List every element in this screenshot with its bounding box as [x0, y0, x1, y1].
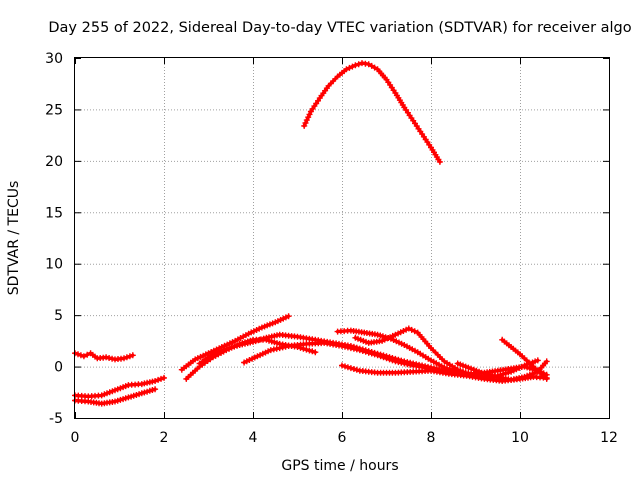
x-tick-label: 10: [511, 430, 529, 446]
series-arc-13-markers: [301, 60, 443, 165]
x-tick-label: 4: [249, 430, 258, 446]
y-tick-label: 5: [54, 308, 63, 324]
tick-layer: 0 2 4 6 8 10 12 -5 0 5 10 15 20 25 30: [45, 51, 618, 446]
series-arc-13: [302, 61, 442, 164]
y-tick-label: -5: [49, 411, 63, 427]
y-tick-label: 30: [45, 51, 63, 67]
x-tick-label: 6: [338, 430, 347, 446]
x-tick-label: 0: [71, 430, 80, 446]
series-layer: [72, 60, 550, 407]
x-tick-label: 12: [600, 430, 618, 446]
y-tick-label: 25: [45, 102, 63, 118]
x-axis-label: GPS time / hours: [281, 458, 398, 474]
y-tick-label: 20: [45, 154, 63, 170]
series-arc-6-markers: [196, 331, 443, 373]
x-tick-label: 2: [160, 430, 169, 446]
y-axis-label: SDTVAR / TECUs: [6, 181, 22, 296]
series-arc-11-markers: [454, 358, 550, 383]
x-tick-label: 8: [427, 430, 436, 446]
y-tick-label: 10: [45, 257, 63, 273]
chart-title: Day 255 of 2022, Sidereal Day-to-day VTE…: [48, 20, 631, 36]
y-tick-label: 15: [45, 205, 63, 221]
series-arc-4-markers: [178, 313, 292, 373]
plot-frame: [74, 57, 610, 419]
y-tick-label: 0: [54, 360, 63, 376]
series-arc-12-markers: [499, 336, 550, 382]
